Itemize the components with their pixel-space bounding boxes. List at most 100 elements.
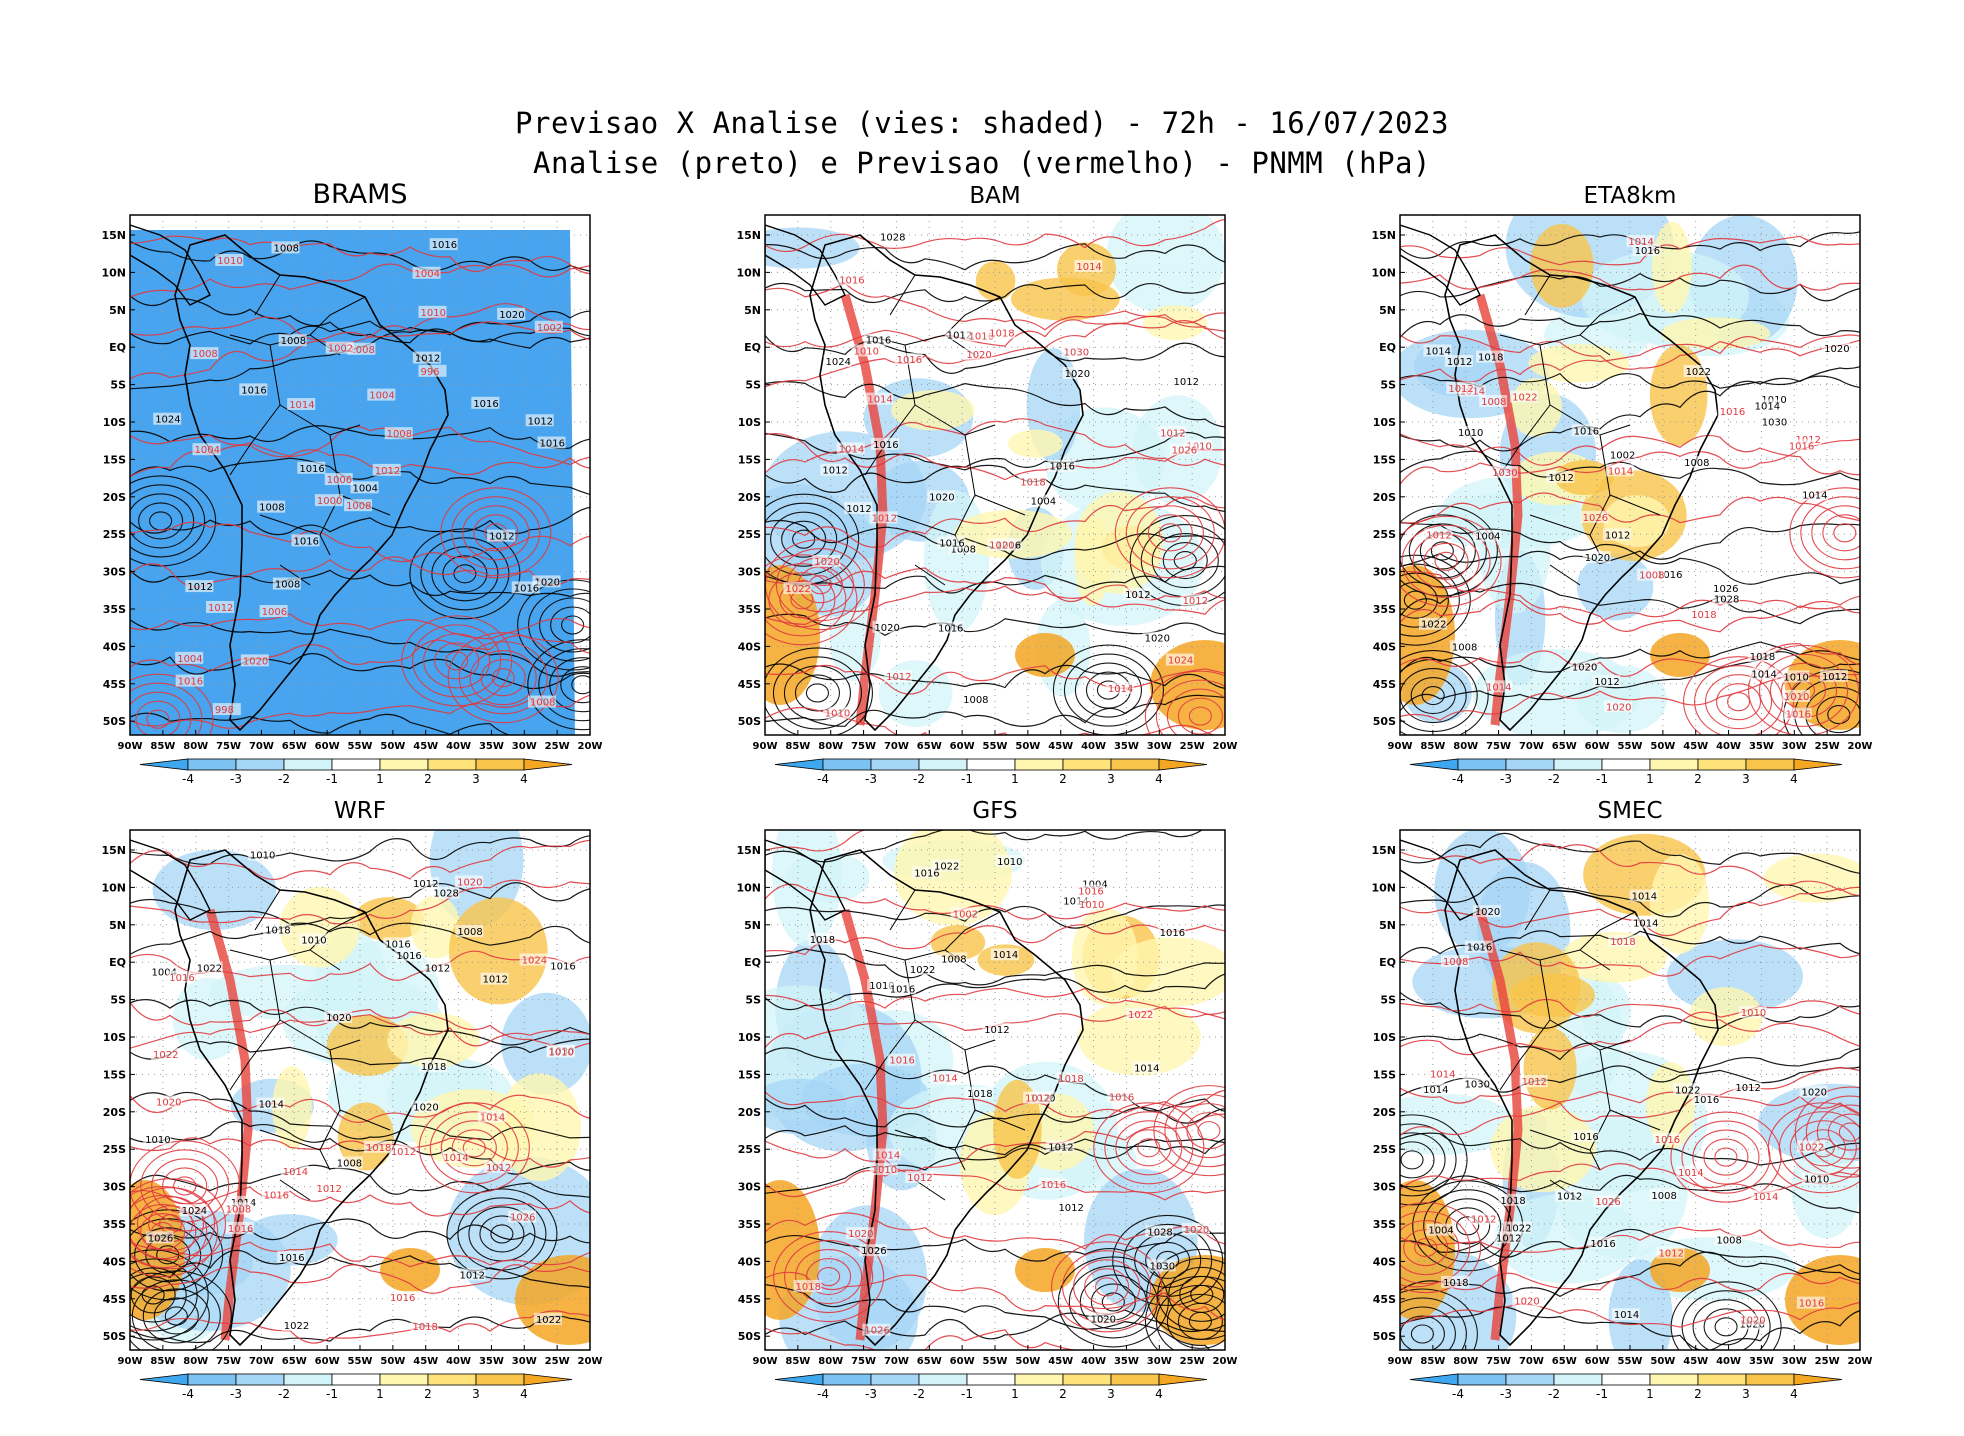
colorbar-segment bbox=[139, 1373, 189, 1386]
contour-label-bg bbox=[487, 529, 516, 542]
contour-label-bg bbox=[194, 961, 223, 974]
contour-label-bg bbox=[297, 461, 326, 474]
forecast-isobar-label: 1014 bbox=[1486, 682, 1511, 693]
isobar bbox=[765, 381, 1225, 428]
analysis-isobar-label: 1012 bbox=[1735, 1083, 1760, 1094]
isobar-closed bbox=[1430, 541, 1454, 561]
analysis-isobar-label: 1008 bbox=[337, 1158, 362, 1169]
contour-label-bg bbox=[1076, 884, 1105, 897]
analysis-isobar-label: 1030 bbox=[1150, 1261, 1175, 1272]
isobar-closed bbox=[462, 1138, 486, 1158]
lon-label: 60W bbox=[950, 741, 975, 752]
forecast-isobar-label: 1012 bbox=[886, 672, 911, 683]
lat-label: 5N bbox=[744, 919, 761, 932]
lon-label: 65W bbox=[282, 1356, 307, 1367]
lat-label: 35S bbox=[738, 1218, 761, 1231]
contour-label-bg bbox=[982, 1023, 1011, 1036]
isobar bbox=[1400, 312, 1860, 338]
lat-label: 20S bbox=[1373, 1106, 1396, 1119]
forecast-isobar-label: 1010 bbox=[1784, 692, 1809, 703]
lon-label: 35W bbox=[1749, 741, 1774, 752]
isobar-closed bbox=[1434, 551, 1458, 571]
isobar-closed bbox=[772, 656, 862, 730]
contour-label-bg bbox=[1158, 426, 1187, 439]
contour-label-bg bbox=[1180, 593, 1209, 606]
contour-label-bg bbox=[1683, 364, 1712, 377]
isobar-closed bbox=[1147, 514, 1193, 552]
isobar bbox=[130, 256, 590, 298]
isobar-closed bbox=[1166, 688, 1225, 735]
country-border bbox=[1499, 334, 1611, 356]
lat-label: 25S bbox=[738, 528, 761, 541]
colorbar-segment bbox=[1457, 758, 1507, 771]
colorbar-segment bbox=[1553, 758, 1603, 771]
lat-label: 45S bbox=[103, 1293, 126, 1306]
contour-label-bg bbox=[1602, 528, 1631, 541]
colorbar-segment bbox=[1014, 1373, 1064, 1386]
isobar bbox=[130, 295, 590, 344]
contour-label-bg bbox=[1554, 1189, 1583, 1202]
lon-label: 20W bbox=[1848, 1356, 1873, 1367]
colorbar-segment bbox=[1745, 1373, 1795, 1386]
contour-label-bg bbox=[1018, 475, 1047, 488]
contour-label-bg bbox=[412, 351, 441, 364]
isobar-closed bbox=[146, 709, 170, 729]
analysis-isobar-label: 1012 bbox=[1822, 672, 1847, 683]
isobar bbox=[1400, 1251, 1860, 1298]
lon-label: 85W bbox=[785, 741, 810, 752]
contour-label-bg bbox=[175, 674, 204, 687]
lat-label: 15S bbox=[103, 453, 126, 466]
lon-label: 25W bbox=[1180, 1356, 1205, 1367]
analysis-isobar-label: 1012 bbox=[425, 964, 450, 975]
isobar-closed bbox=[1800, 496, 1860, 570]
forecast-isobar-label: 1012 bbox=[1658, 1248, 1683, 1259]
forecast-isobar-label: 1006 bbox=[327, 475, 352, 486]
forecast-isobar-label: 1026 bbox=[1172, 445, 1197, 456]
isobar-closed bbox=[1145, 1241, 1191, 1279]
map-figure: 1012101410081010101210141016101810201022… bbox=[736, 829, 1237, 1401]
forecast-isobar-label: 1004 bbox=[195, 445, 220, 456]
colorbar-label: -4 bbox=[182, 772, 194, 786]
isobar-closed bbox=[1063, 653, 1153, 727]
lat-label: 35S bbox=[738, 603, 761, 616]
isobar-closed bbox=[491, 668, 515, 688]
isobar bbox=[1400, 522, 1860, 585]
isobar-closed bbox=[1166, 1293, 1225, 1349]
analysis-isobar-label: 1008 bbox=[274, 243, 299, 254]
lat-label: 50S bbox=[738, 1330, 761, 1343]
isobar bbox=[130, 653, 590, 690]
colorbar-segment bbox=[379, 758, 429, 771]
bias-blob-positive bbox=[1528, 344, 1630, 383]
analysis-isobar-label: 1016 bbox=[241, 385, 266, 396]
contour-label-bg bbox=[256, 1097, 285, 1110]
isobar-closed bbox=[451, 496, 541, 570]
contour-label-bg bbox=[1631, 916, 1660, 929]
lon-label: 60W bbox=[315, 741, 340, 752]
lat-label: 25S bbox=[1373, 1143, 1396, 1156]
contour-label-bg bbox=[388, 1144, 417, 1157]
bias-blob-positive bbox=[930, 925, 986, 961]
contour-label-bg bbox=[1582, 551, 1611, 564]
isobar bbox=[1400, 832, 1860, 874]
bias-blob-positive bbox=[410, 895, 461, 959]
lat-label: 35S bbox=[103, 603, 126, 616]
contour-label-bg bbox=[1169, 443, 1198, 456]
colorbar-label: -1 bbox=[961, 1387, 973, 1401]
forecast-isobar-label: 1012 bbox=[907, 1173, 932, 1184]
isobar-closed bbox=[805, 683, 829, 703]
analysis-isobar-label: 1012 bbox=[984, 1025, 1009, 1036]
isobar-closed bbox=[1400, 554, 1471, 646]
isobar-closed bbox=[440, 1120, 508, 1176]
colorbar-label: 1 bbox=[1646, 772, 1654, 786]
lon-label: 70W bbox=[884, 1356, 909, 1367]
lon-label: 40W bbox=[1081, 741, 1106, 752]
analysis-isobar-label: 1020 bbox=[499, 310, 524, 321]
contour-label-bg bbox=[1455, 425, 1484, 438]
contour-label-bg bbox=[1714, 1233, 1743, 1246]
isobar bbox=[765, 519, 1225, 561]
colorbar-label: -2 bbox=[1548, 772, 1560, 786]
country-border bbox=[269, 344, 361, 436]
isobar bbox=[1400, 334, 1860, 370]
isobar-closed bbox=[418, 1102, 530, 1194]
contour-label-bg bbox=[215, 254, 244, 267]
